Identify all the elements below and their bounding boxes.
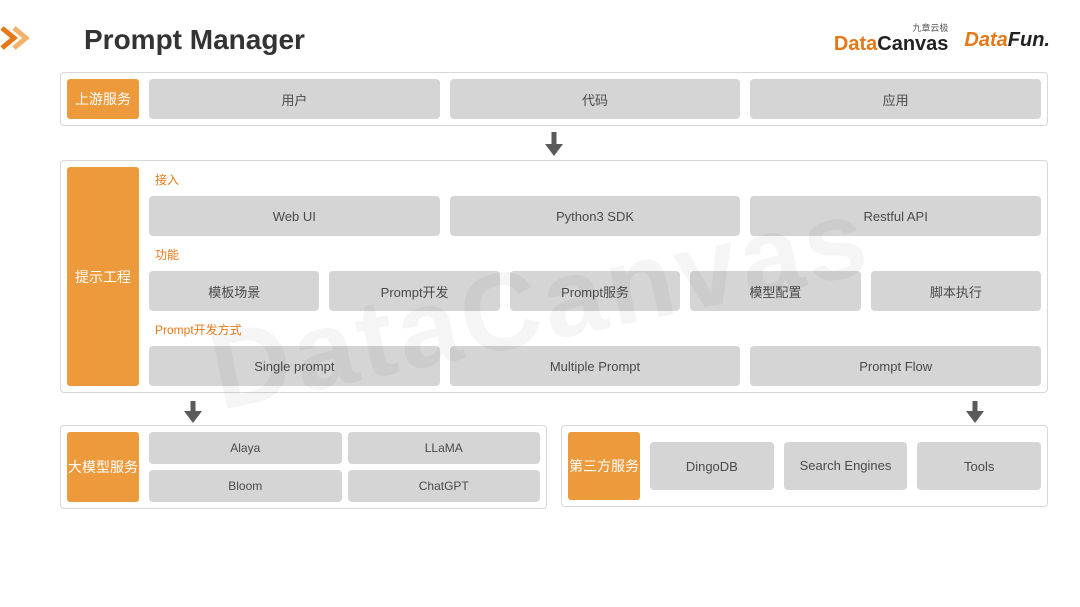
arrow-down-1 — [60, 132, 1048, 158]
block-thirdparty: 第三方服务 DingoDB Search Engines Tools — [561, 425, 1048, 507]
chevron-icon — [0, 26, 48, 50]
page-title: Prompt Manager — [84, 24, 305, 56]
card-model-config: 模型配置 — [690, 271, 860, 311]
subtitle-access: 接入 — [155, 171, 1041, 188]
header: Prompt Manager 九章云极 DataCanvas DataFun. — [0, 0, 1080, 64]
card-multiple-prompt: Multiple Prompt — [450, 346, 741, 386]
card-webui: Web UI — [149, 196, 440, 236]
card-bloom: Bloom — [149, 470, 342, 502]
bottom-row: 大模型服务 Alaya LLaMA Bloom ChatGPT 第三方服务 Di… — [60, 399, 1048, 509]
card-single-prompt: Single prompt — [149, 346, 440, 386]
subtitle-function: 功能 — [155, 246, 1041, 263]
row-upstream: 上游服务 用户 代码 应用 — [60, 72, 1048, 126]
card-restful: Restful API — [750, 196, 1041, 236]
diagram: 上游服务 用户 代码 应用 提示工程 接入 Web UI Python3 SDK… — [0, 64, 1080, 525]
card-code: 代码 — [450, 79, 741, 119]
card-app: 应用 — [750, 79, 1041, 119]
logos: 九章云极 DataCanvas DataFun. — [834, 24, 1050, 56]
card-python-sdk: Python3 SDK — [450, 196, 741, 236]
card-template: 模板场景 — [149, 271, 319, 311]
subtitle-dev-mode: Prompt开发方式 — [155, 321, 1041, 338]
row-prompt-eng: 提示工程 接入 Web UI Python3 SDK Restful API 功… — [60, 160, 1048, 393]
card-chatgpt: ChatGPT — [348, 470, 541, 502]
card-prompt-flow: Prompt Flow — [750, 346, 1041, 386]
row-label-upstream: 上游服务 — [67, 79, 139, 119]
card-script-exec: 脚本执行 — [871, 271, 1041, 311]
card-prompt-dev: Prompt开发 — [329, 271, 499, 311]
logo-datacanvas: 九章云极 DataCanvas — [834, 24, 949, 56]
row-label-llm: 大模型服务 — [67, 432, 139, 502]
card-dingodb: DingoDB — [650, 442, 774, 490]
block-llm: 大模型服务 Alaya LLaMA Bloom ChatGPT — [60, 425, 547, 509]
card-alaya: Alaya — [149, 432, 342, 464]
card-llama: LLaMA — [348, 432, 541, 464]
card-prompt-service: Prompt服务 — [510, 271, 680, 311]
logo-datafun: DataFun. — [964, 29, 1050, 52]
card-search-engines: Search Engines — [784, 442, 908, 490]
row-label-thirdparty: 第三方服务 — [568, 432, 640, 500]
row-label-prompt-eng: 提示工程 — [67, 167, 139, 386]
arrow-down-right — [561, 401, 988, 423]
card-user: 用户 — [149, 79, 440, 119]
arrow-down-left — [180, 401, 206, 423]
card-tools: Tools — [917, 442, 1041, 490]
